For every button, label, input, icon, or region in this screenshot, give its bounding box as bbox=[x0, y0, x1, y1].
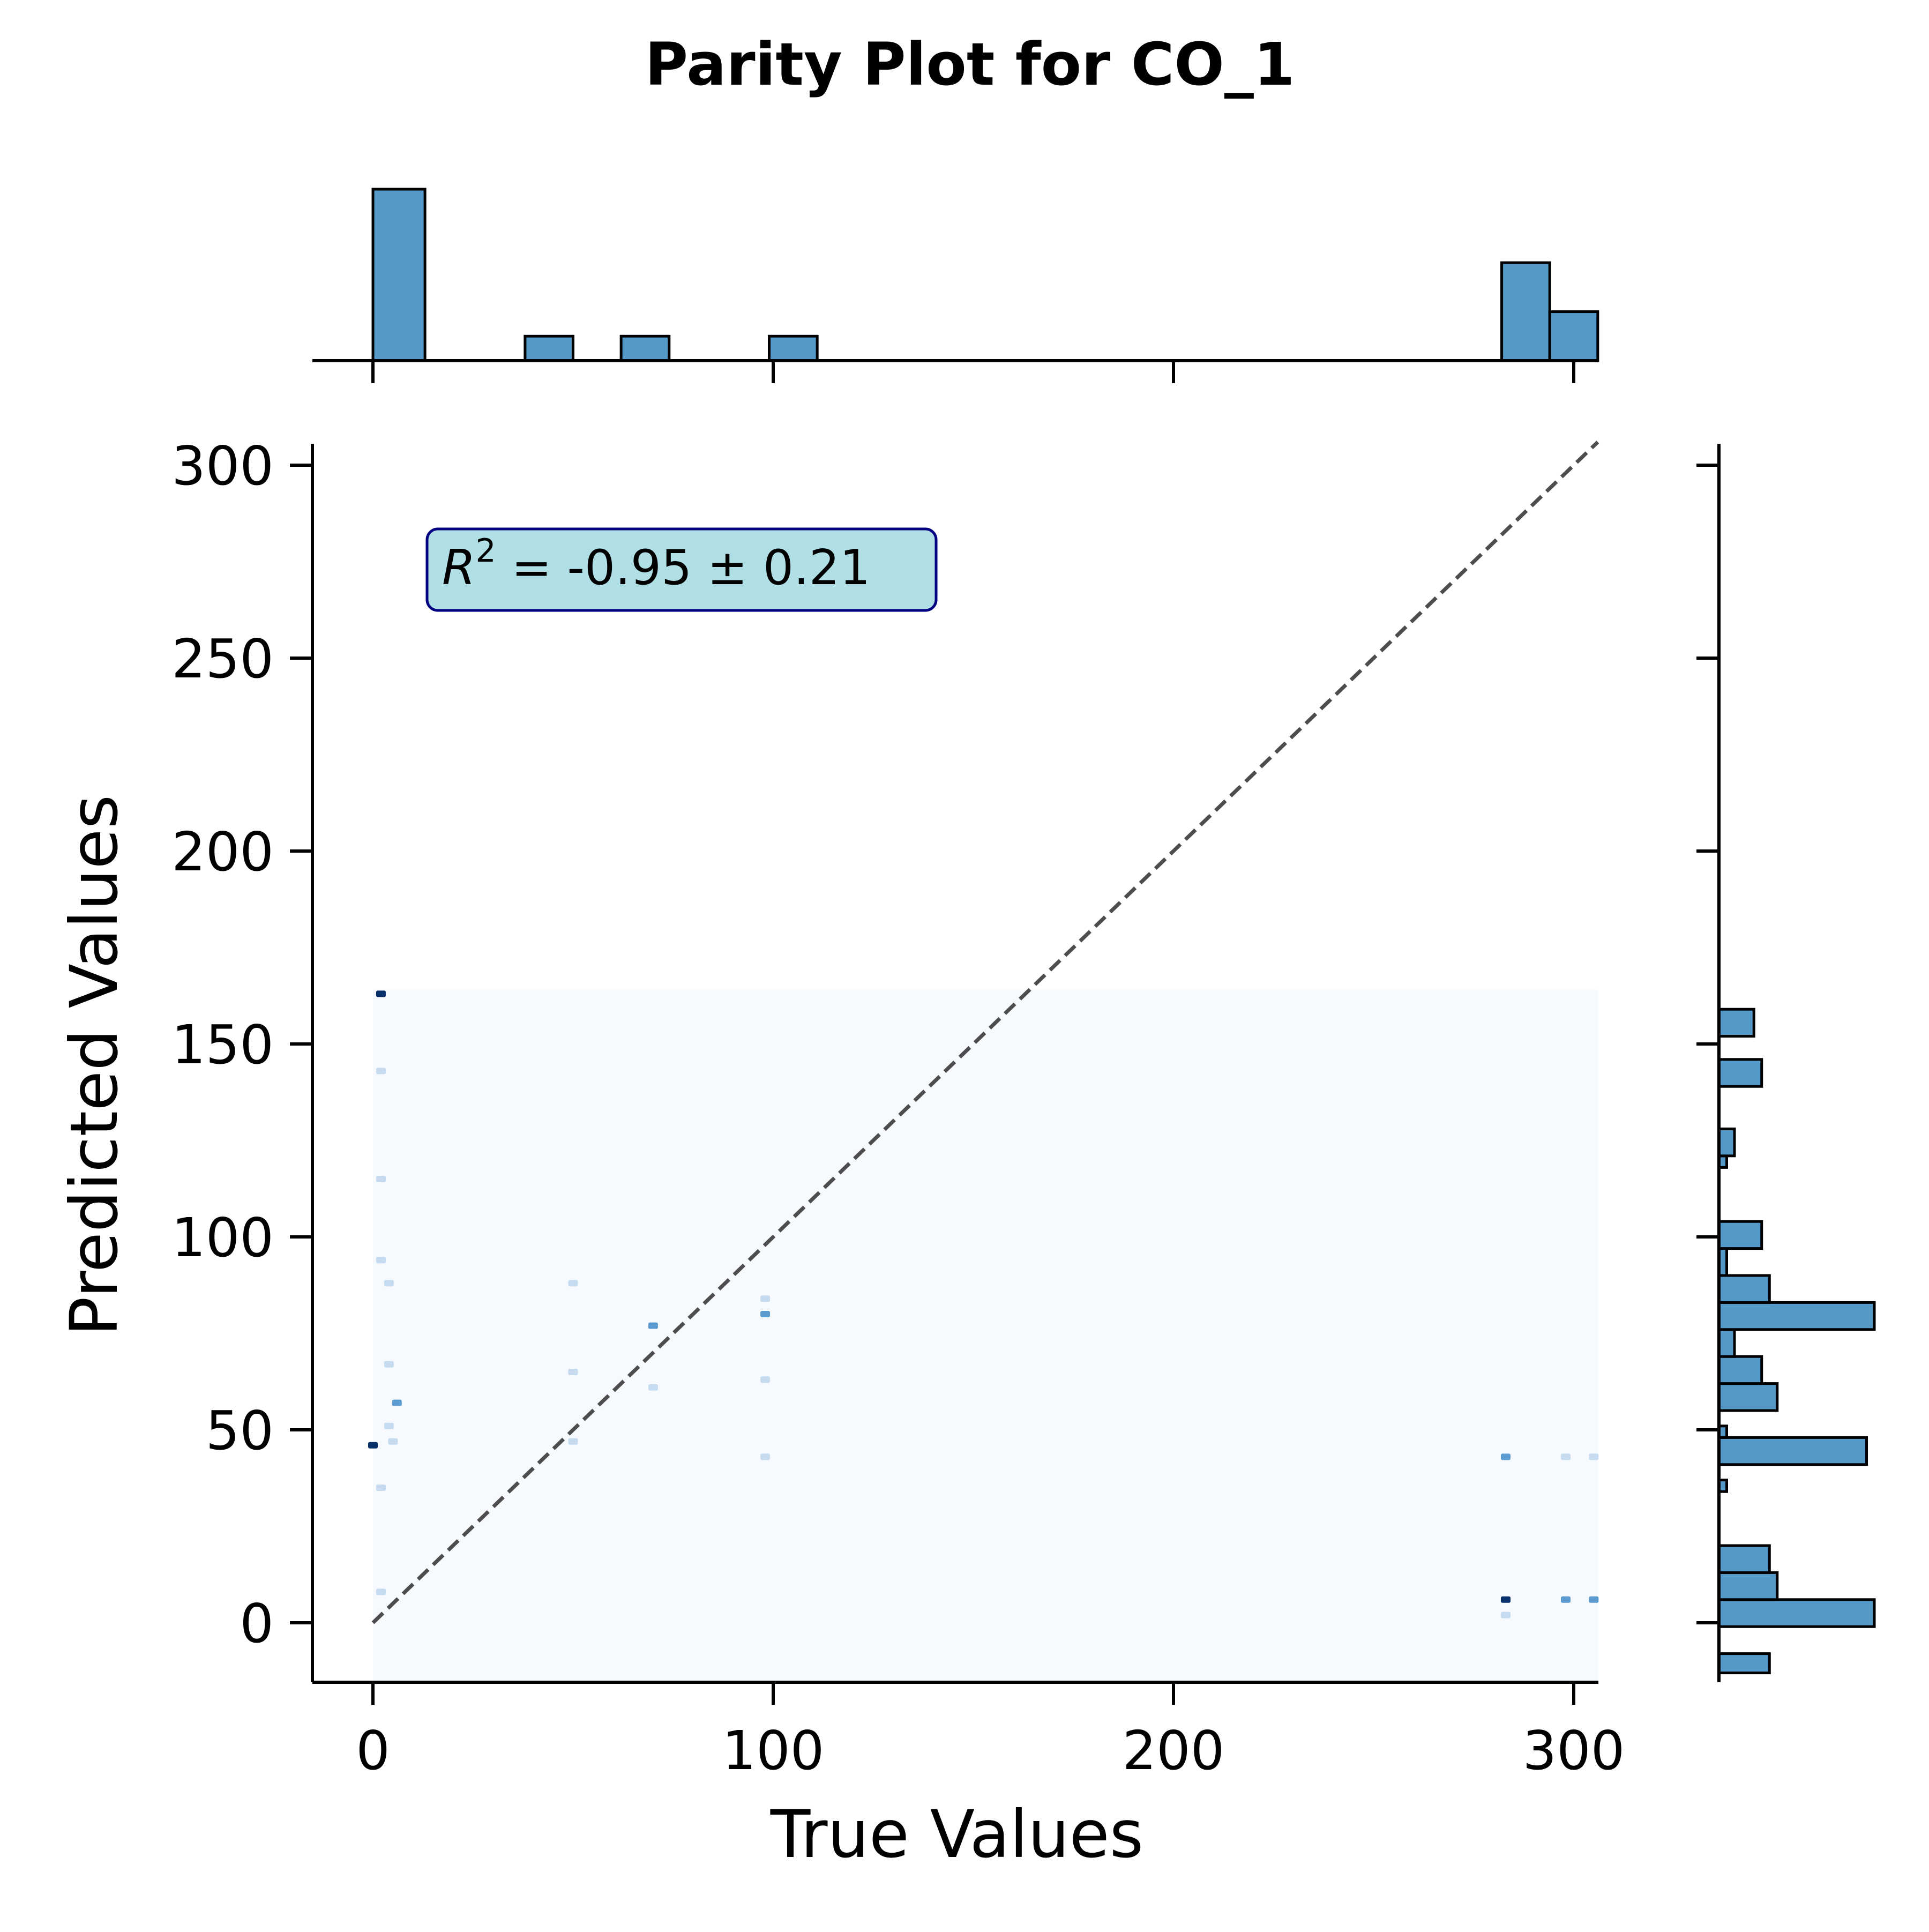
density-point-23 bbox=[1589, 1453, 1599, 1460]
x-tick-label-200: 200 bbox=[1123, 1719, 1225, 1782]
x-tick-label-0: 0 bbox=[356, 1719, 390, 1782]
right-hist-bar-9 bbox=[1717, 1328, 1736, 1358]
right-hist-bar-3 bbox=[1717, 1544, 1771, 1574]
parity-line-layer bbox=[371, 441, 1599, 1624]
y-tick-label-250: 250 bbox=[171, 628, 274, 690]
main-axes: 0 100 200 300 0 50 100 150 200 250 300 bbox=[171, 435, 1625, 1782]
r2-annotation-box bbox=[425, 527, 938, 612]
right-hist-bar-2 bbox=[1717, 1571, 1779, 1601]
r2-symbol: R bbox=[442, 540, 476, 596]
density-point-3 bbox=[376, 1257, 386, 1264]
right-hist-bar-1 bbox=[1717, 1598, 1876, 1628]
y-tick-label-150: 150 bbox=[171, 1013, 274, 1076]
density-point-20 bbox=[760, 1453, 771, 1460]
density-point-14 bbox=[568, 1438, 578, 1445]
y-axis-label: Predicted Values bbox=[56, 795, 132, 1336]
density-point-21 bbox=[1501, 1453, 1511, 1460]
r2-annotation: R2 = -0.95 ± 0.21 bbox=[425, 527, 938, 612]
right-hist-bar-16 bbox=[1717, 1058, 1763, 1088]
density-point-27 bbox=[1501, 1612, 1511, 1618]
right-hist-bar-10 bbox=[1717, 1301, 1876, 1331]
density-point-18 bbox=[760, 1311, 771, 1317]
x-axis-label: True Values bbox=[770, 1796, 1144, 1873]
density-point-10 bbox=[376, 1485, 386, 1491]
y-tick-label-300: 300 bbox=[171, 435, 274, 497]
density-point-13 bbox=[568, 1369, 578, 1375]
density-background-layer bbox=[373, 990, 1598, 1682]
density-point-4 bbox=[384, 1280, 394, 1287]
density-point-0 bbox=[376, 990, 386, 997]
right-hist-bar-11 bbox=[1717, 1274, 1771, 1304]
r2-superscript: 2 bbox=[476, 532, 496, 570]
density-point-5 bbox=[384, 1361, 394, 1368]
density-point-17 bbox=[760, 1295, 771, 1302]
right-hist-bar-17 bbox=[1717, 1008, 1755, 1038]
x-tick-label-300: 300 bbox=[1523, 1719, 1625, 1782]
density-point-11 bbox=[376, 1588, 386, 1595]
right-hist-bar-0 bbox=[1717, 1652, 1771, 1675]
r2-value: = -0.95 ± 0.21 bbox=[496, 540, 871, 596]
density-point-7 bbox=[384, 1422, 394, 1429]
x-tick-label-100: 100 bbox=[722, 1719, 825, 1782]
y-tick-label-100: 100 bbox=[171, 1206, 274, 1269]
top-hist-bar-0 bbox=[371, 188, 427, 362]
density-point-19 bbox=[760, 1376, 771, 1383]
density-point-8 bbox=[368, 1442, 378, 1449]
density-point-9 bbox=[388, 1438, 398, 1445]
top-hist-bar-2 bbox=[619, 334, 671, 362]
top-hist-bar-5 bbox=[1548, 310, 1599, 362]
density-points-layer bbox=[368, 990, 1599, 1618]
right-hist-bar-8 bbox=[1717, 1355, 1763, 1385]
right-hist-bar-13 bbox=[1717, 1220, 1763, 1250]
density-point-16 bbox=[648, 1384, 658, 1391]
right-marginal-histogram bbox=[1696, 444, 1876, 1682]
density-point-2 bbox=[376, 1176, 386, 1182]
parity-line bbox=[371, 441, 1599, 1624]
top-marginal-histogram bbox=[312, 188, 1599, 383]
right-hist-bar-7 bbox=[1717, 1382, 1779, 1412]
y-tick-label-50: 50 bbox=[206, 1399, 274, 1462]
y-tick-label-200: 200 bbox=[171, 820, 274, 883]
density-point-24 bbox=[1501, 1596, 1511, 1603]
density-point-25 bbox=[1561, 1596, 1571, 1603]
top-hist-bar-4 bbox=[1500, 261, 1551, 362]
y-tick-label-0: 0 bbox=[240, 1592, 274, 1655]
r2-annotation-text: R2 = -0.95 ± 0.21 bbox=[442, 532, 870, 596]
right-hist-bar-5 bbox=[1717, 1436, 1868, 1466]
top-hist-bar-1 bbox=[524, 334, 574, 362]
density-point-1 bbox=[376, 1068, 386, 1075]
density-point-26 bbox=[1589, 1596, 1599, 1603]
density-background bbox=[373, 990, 1598, 1682]
density-point-22 bbox=[1561, 1453, 1571, 1460]
right-hist-bar-15 bbox=[1717, 1127, 1736, 1158]
density-point-12 bbox=[568, 1280, 578, 1287]
density-point-6 bbox=[392, 1399, 402, 1406]
chart-title: Parity Plot for CO_1 bbox=[645, 30, 1295, 99]
top-hist-bar-3 bbox=[768, 334, 819, 362]
density-point-15 bbox=[648, 1322, 658, 1329]
